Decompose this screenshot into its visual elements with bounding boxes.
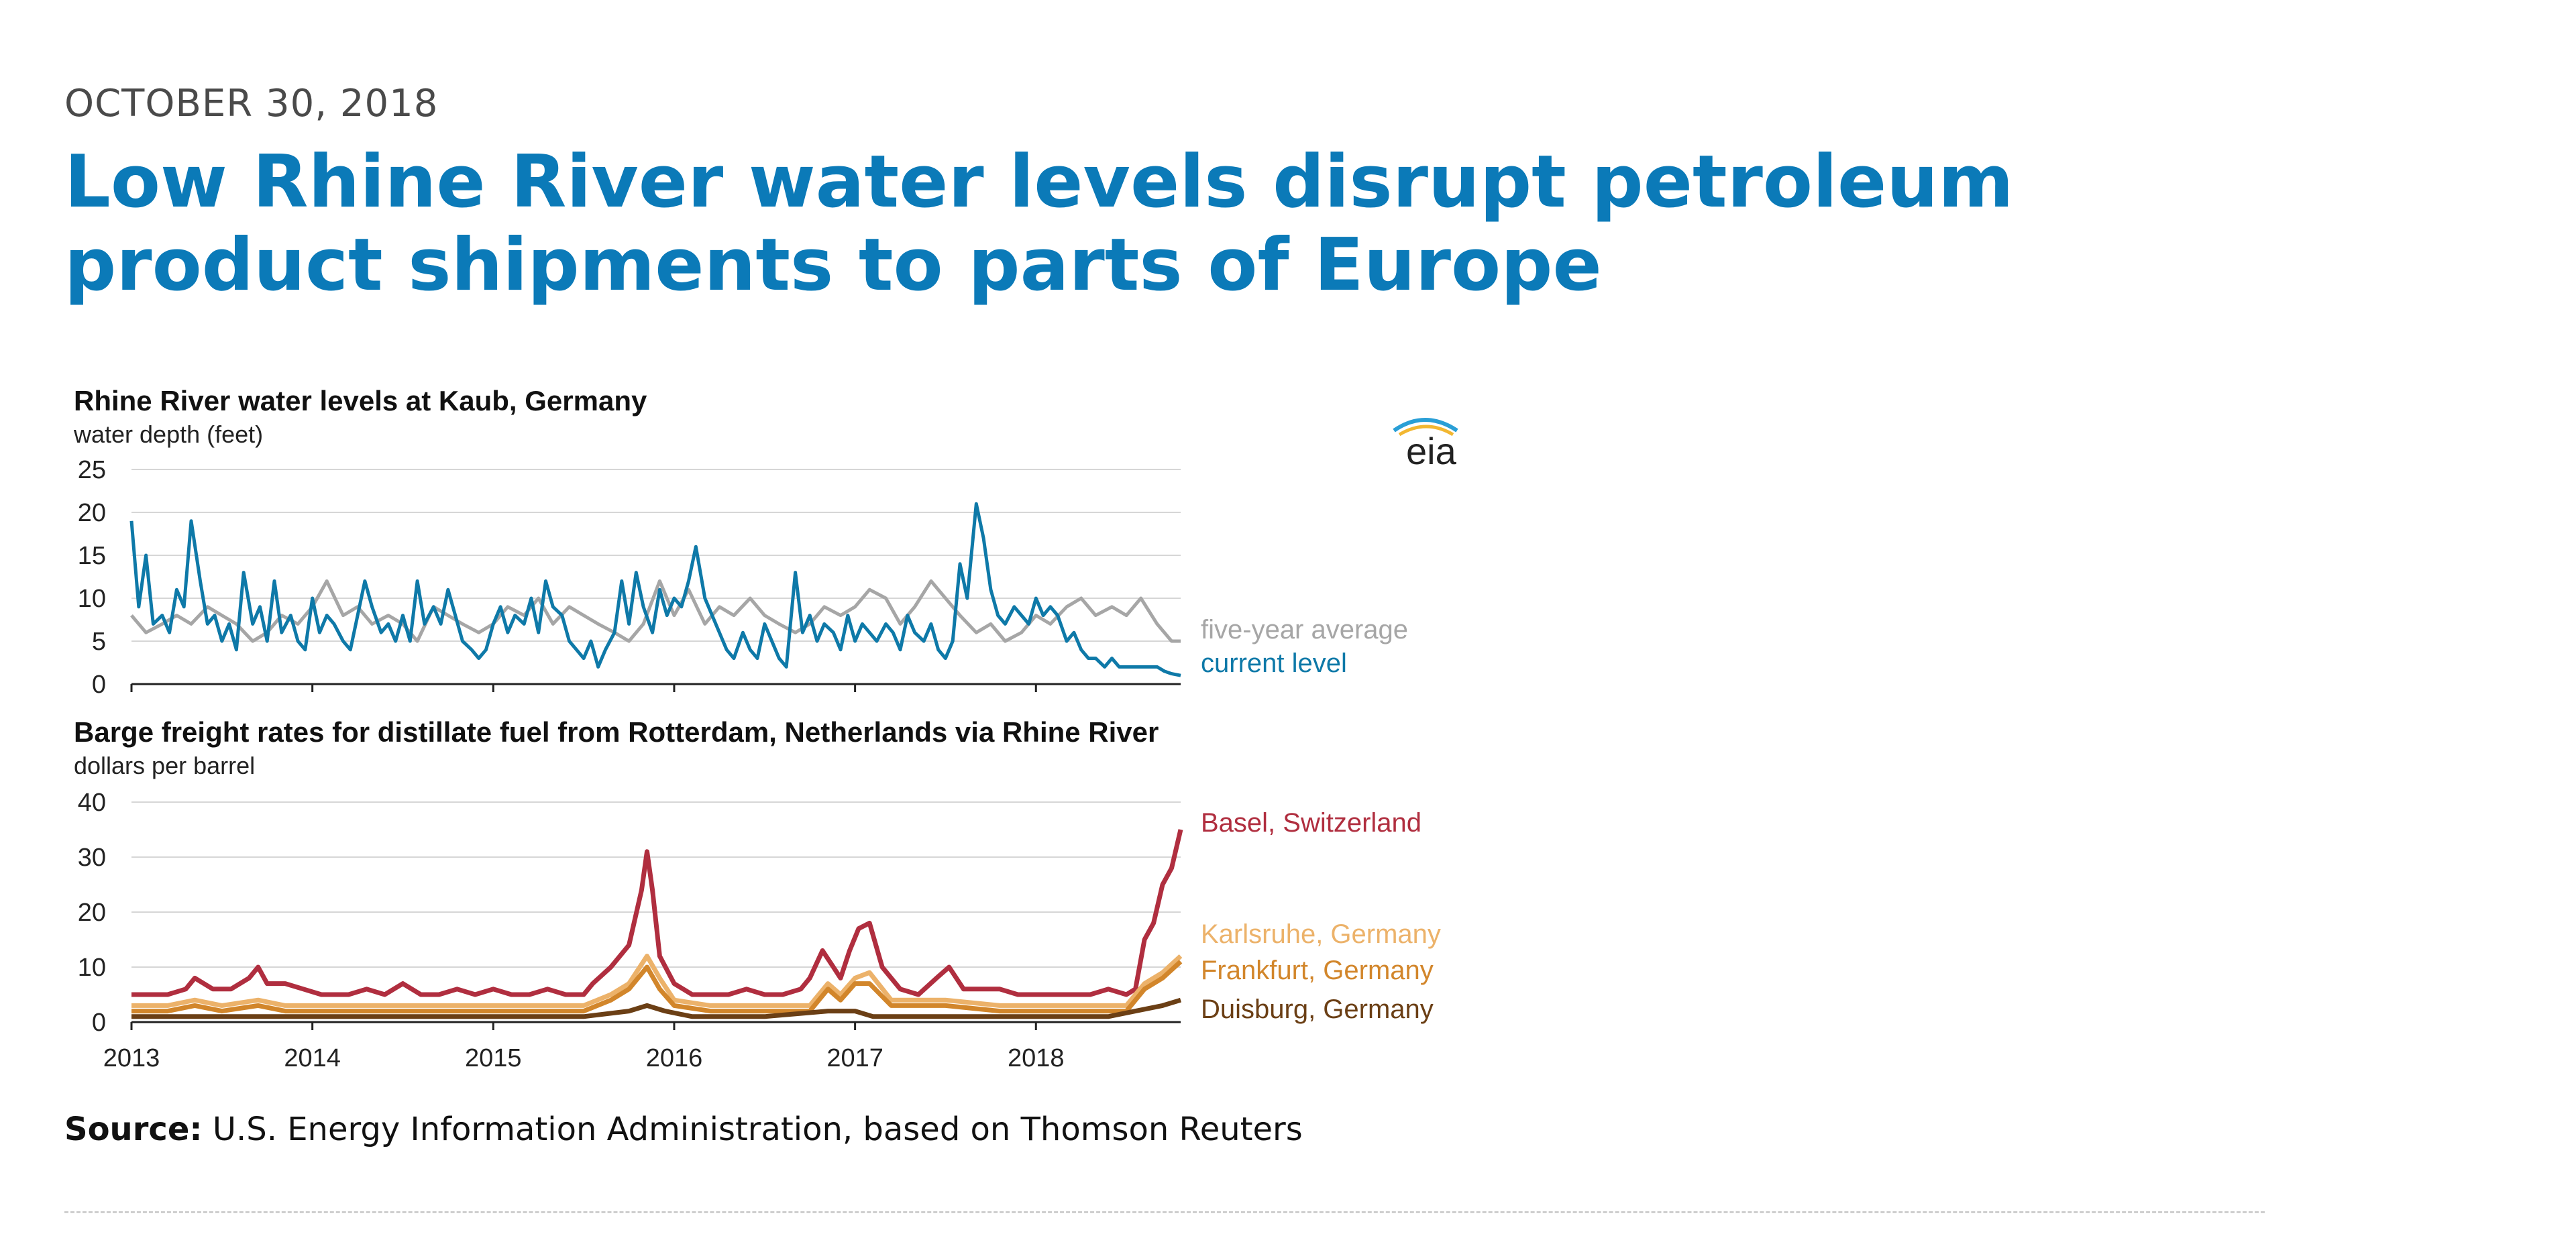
- chart1-plot: 0 5 10 15 20 25 five-year average current level: [78, 456, 1408, 699]
- chart1-ylabel: water depth (feet): [73, 420, 263, 448]
- legend-label-duisburg-germany: Duisburg, Germany: [1201, 995, 1434, 1024]
- chart2-ytick-label: 10: [78, 954, 106, 982]
- source-note: Source: U.S. Energy Information Administ…: [64, 1111, 1303, 1148]
- chart2-ytick-label: 40: [78, 789, 106, 817]
- chart2-xtick-label: 2018: [1008, 1044, 1065, 1072]
- article-date: OCTOBER 30, 2018: [64, 82, 439, 125]
- source-text: U.S. Energy Information Administration, …: [202, 1111, 1303, 1148]
- article-title: Low Rhine River water levels disrupt pet…: [64, 140, 2014, 307]
- source-label: Source:: [64, 1111, 203, 1148]
- chart1-ytick-label: 5: [92, 628, 106, 656]
- chart2-ytick-label: 20: [78, 899, 106, 927]
- chart2-xtick-label: 2014: [284, 1044, 341, 1072]
- chart1-ytick-label: 0: [92, 671, 106, 699]
- chart2-xtick-label: 2013: [103, 1044, 160, 1072]
- chart2-title: Barge freight rates for distillate fuel …: [74, 716, 1159, 748]
- chart2-ytick-label: 30: [78, 844, 106, 872]
- chart2-xtick-label: 2016: [646, 1044, 703, 1072]
- series-line-duisburg-germany: [131, 997, 1182, 1019]
- series-line-five-year-average: [130, 579, 1181, 643]
- chart2-ylabel: dollars per barrel: [74, 752, 255, 779]
- rhine-chart-figure: Rhine River water levels at Kaub, German…: [73, 385, 1458, 1072]
- footer-divider: [64, 1211, 2265, 1213]
- legend-label-karlsruhe-germany: Karlsruhe, Germany: [1201, 919, 1441, 949]
- chart1-title: Rhine River water levels at Kaub, German…: [74, 385, 647, 416]
- legend-label-current-level: current level: [1201, 649, 1347, 678]
- series-line-karlsruhe-germany: [131, 954, 1183, 1008]
- chart2-ytick-label: 0: [92, 1009, 106, 1037]
- series-line-basel-switzerland: [131, 829, 1183, 997]
- eia-logo: eia: [1393, 418, 1458, 472]
- series-line-current-level: [129, 502, 1181, 677]
- chart2-plot: 0 10 20 30 40 Basel, Switzerland Karlsruhe, Ge…: [78, 789, 1441, 1072]
- chart1-ytick-label: 25: [78, 456, 106, 484]
- chart1-ytick-label: 20: [78, 499, 106, 527]
- legend-label-five-year-average: five-year average: [1201, 615, 1408, 644]
- chart1-ytick-label: 15: [78, 542, 106, 570]
- chart1-ytick-label: 10: [78, 585, 106, 613]
- chart2-xtick-label: 2017: [826, 1044, 883, 1072]
- chart2-xtick-label: 2015: [465, 1044, 522, 1072]
- eia-logo-text: eia: [1406, 430, 1457, 472]
- legend-label-frankfurt-germany: Frankfurt, Germany: [1201, 956, 1434, 985]
- legend-label-basel-switzerland: Basel, Switzerland: [1201, 808, 1421, 838]
- series-line-frankfurt-germany: [131, 960, 1183, 1014]
